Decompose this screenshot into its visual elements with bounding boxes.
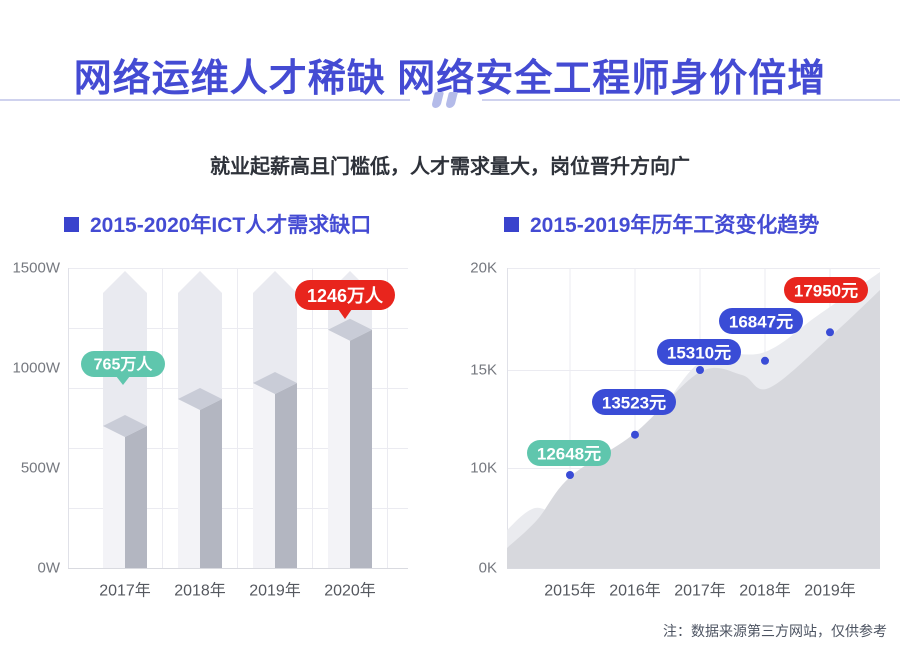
bar-face-right	[125, 426, 147, 568]
bubble-tail	[338, 309, 352, 319]
bar-cap	[253, 372, 297, 394]
x-tick-label: 2015年	[544, 582, 596, 600]
value-bubble	[719, 308, 803, 334]
bar-face-right	[200, 399, 222, 568]
data-dot	[761, 356, 769, 365]
divider-line-left	[0, 99, 410, 101]
y-tick-label: 1500W	[12, 260, 60, 277]
value-bubble	[527, 440, 611, 466]
bar-face-right	[275, 383, 297, 568]
bubble-label: 17950元	[794, 282, 858, 301]
bubble-label: 765万人	[94, 356, 154, 374]
square-bullet-icon	[64, 216, 79, 232]
page-subtitle: 就业起薪高且门槛低，人才需求量大，岗位晋升方向广	[210, 156, 690, 178]
y-tick-label: 500W	[21, 460, 61, 477]
data-dot	[696, 366, 704, 374]
value-bubble	[784, 277, 868, 303]
bubble-label: 15310元	[667, 344, 731, 363]
x-tick-label: 2019年	[804, 582, 856, 600]
value-bubble	[81, 351, 165, 377]
x-tick-label: 2018年	[739, 582, 791, 600]
x-tick-label: 2016年	[609, 582, 661, 600]
bubble-label: 1246万人	[307, 286, 384, 306]
chart-title-ict-label: 2015-2020年ICT人才需求缺口	[90, 214, 372, 237]
y-tick-label: 15K	[470, 362, 497, 379]
data-dot	[566, 471, 574, 479]
x-tick-label: 2017年	[99, 582, 151, 600]
chart-title-ict: 2015-2020年ICT人才需求缺口	[64, 209, 371, 239]
x-tick-label: 2018年	[174, 582, 226, 600]
square-bullet-icon	[504, 216, 519, 232]
bar-face-left	[253, 383, 275, 568]
bar-face-left	[178, 399, 200, 568]
bar-face-right	[350, 329, 372, 568]
y-tick-label: 0K	[479, 560, 497, 577]
area-dark	[507, 290, 880, 568]
bar-cap	[178, 388, 222, 410]
bubble-tail	[116, 376, 130, 385]
data-dot	[631, 430, 639, 439]
y-tick-label: 1000W	[12, 360, 60, 377]
x-tick-label: 2019年	[249, 582, 301, 600]
chart-title-salary-label: 2015-2019年历年工资变化趋势	[530, 214, 820, 237]
bubble-label: 16847元	[729, 313, 793, 332]
data-dot	[826, 328, 834, 337]
y-tick-label: 0W	[38, 560, 61, 577]
chart-title-salary: 2015-2019年历年工资变化趋势	[504, 209, 819, 239]
value-bubble	[295, 280, 395, 310]
divider-line-right	[482, 99, 900, 101]
bubble-label: 13523元	[602, 394, 666, 413]
bar-cap	[103, 415, 147, 437]
value-bubble	[592, 389, 676, 415]
y-tick-label: 10K	[470, 460, 497, 477]
bar-cap	[328, 318, 372, 341]
bar-face-left	[103, 426, 125, 568]
y-tick-label: 20K	[470, 260, 497, 277]
value-bubble	[657, 339, 741, 365]
bar-face-left	[328, 329, 350, 568]
x-tick-label: 2020年	[324, 582, 376, 600]
bubble-label: 12648元	[537, 445, 601, 464]
x-tick-label: 2017年	[674, 582, 726, 600]
data-source-note: 注：数据来源第三方网站，仅供参考	[663, 623, 887, 639]
